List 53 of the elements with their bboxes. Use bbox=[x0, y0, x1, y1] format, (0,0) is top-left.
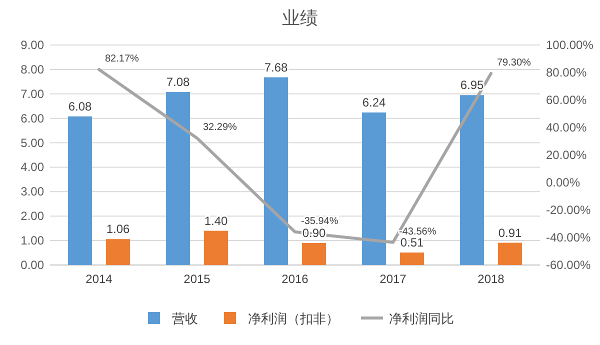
x-tick-label: 2014 bbox=[86, 272, 113, 286]
data-label: 0.91 bbox=[498, 226, 522, 240]
y2-tick-label: 100.00% bbox=[546, 38, 594, 52]
data-label: 1.40 bbox=[204, 214, 228, 228]
y-tick-label: 5.00 bbox=[20, 136, 44, 150]
x-tick-label: 2015 bbox=[184, 272, 211, 286]
bar bbox=[400, 252, 424, 265]
data-label: 7.68 bbox=[264, 60, 288, 74]
bar bbox=[302, 243, 326, 265]
data-label: 82.17% bbox=[105, 54, 140, 65]
bar bbox=[166, 92, 190, 265]
y2-tick-label: 40.00% bbox=[546, 120, 588, 134]
x-tick-label: 2018 bbox=[478, 272, 505, 286]
y-tick-label: 4.00 bbox=[20, 160, 44, 174]
y2-tick-label: 80.00% bbox=[546, 66, 588, 80]
x-tick-label: 2016 bbox=[282, 272, 309, 286]
y2-tick-label: 20.00% bbox=[546, 148, 588, 162]
y-tick-label: 3.00 bbox=[20, 184, 44, 199]
bar bbox=[106, 239, 130, 265]
y-tick-label: 8.00 bbox=[20, 62, 44, 76]
y2-tick-label: -60.00% bbox=[546, 258, 592, 272]
data-label: -35.94% bbox=[301, 216, 338, 227]
bar bbox=[498, 242, 522, 265]
y-tick-label: 0.00 bbox=[20, 258, 44, 272]
data-label: 6.95 bbox=[460, 78, 484, 92]
chart-title: 业绩 bbox=[282, 8, 318, 28]
data-label: 79.30% bbox=[497, 57, 532, 68]
data-label: 6.08 bbox=[68, 99, 92, 114]
data-label: -43.56% bbox=[399, 226, 436, 238]
data-label: 0.90 bbox=[302, 226, 326, 240]
bar bbox=[460, 95, 484, 265]
y2-tick-label: -40.00% bbox=[546, 230, 592, 244]
y-tick-label: 9.00 bbox=[20, 38, 44, 52]
data-label: 6.24 bbox=[362, 95, 386, 110]
bar bbox=[362, 112, 386, 265]
bar bbox=[264, 77, 288, 265]
bar bbox=[204, 230, 228, 265]
y2-tick-label: 0.00% bbox=[546, 176, 580, 190]
y-tick-label: 7.00 bbox=[20, 86, 44, 101]
data-label: 32.29% bbox=[203, 122, 238, 134]
y2-tick-label: 60.00% bbox=[546, 93, 588, 107]
legend-label: 净利润同比 bbox=[389, 311, 454, 326]
data-label: 7.08 bbox=[166, 74, 190, 89]
y-tick-label: 2.00 bbox=[20, 209, 44, 224]
legend-label: 营收 bbox=[172, 311, 198, 326]
y-tick-label: 6.00 bbox=[20, 111, 44, 126]
bar bbox=[68, 116, 92, 265]
y2-tick-label: -20.00% bbox=[546, 203, 592, 217]
legend-label: 净利润（扣非） bbox=[248, 311, 339, 326]
data-label: 1.06 bbox=[106, 222, 130, 236]
data-label: 0.51 bbox=[400, 236, 424, 250]
y-tick-label: 1.00 bbox=[20, 234, 44, 248]
x-tick-label: 2017 bbox=[380, 272, 407, 286]
